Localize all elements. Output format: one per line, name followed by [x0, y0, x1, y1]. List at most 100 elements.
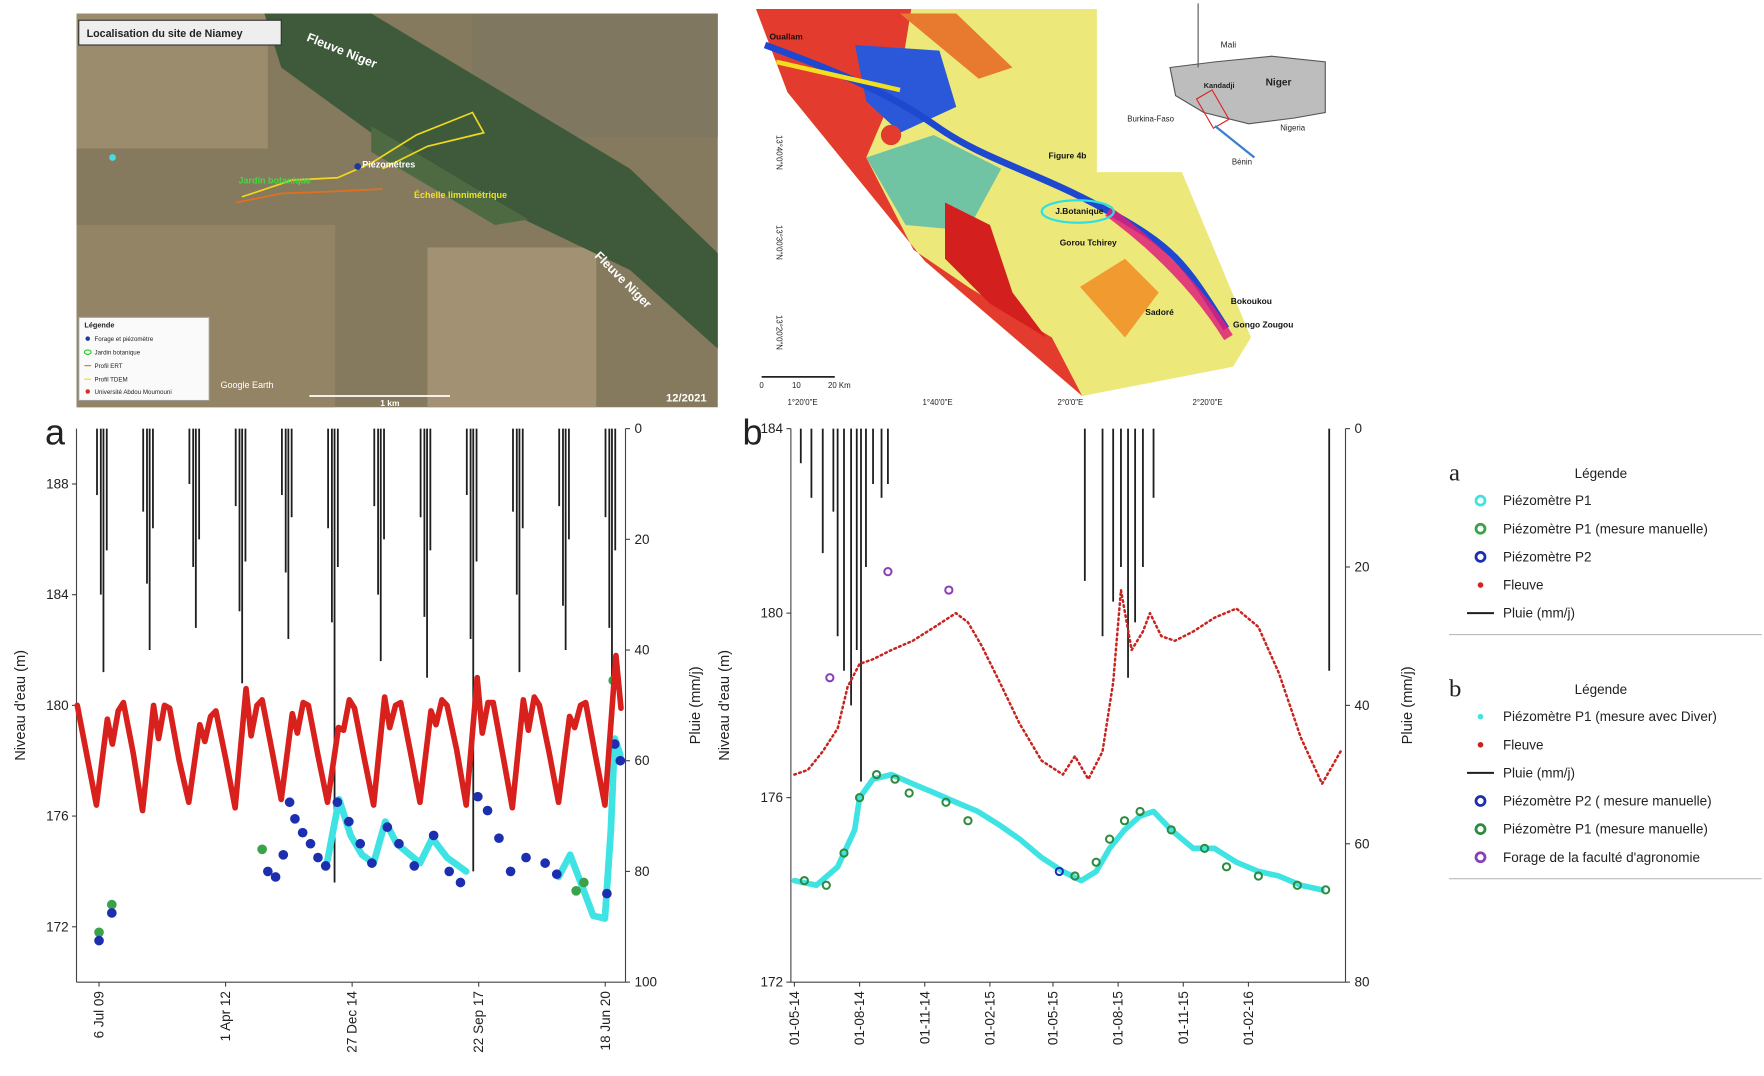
y-tick-label: 172 [760, 975, 783, 990]
legend-symbol [85, 336, 90, 341]
map-area [427, 247, 597, 408]
y2-tick-label: 80 [1355, 975, 1370, 990]
map-legend-item: Université Abdou Moumouni [95, 389, 172, 396]
data-point [1292, 880, 1302, 890]
data-point [428, 830, 439, 841]
y2-tick-label: 40 [1355, 698, 1370, 713]
legend-label: Pluie (mm/j) [1503, 606, 1575, 621]
profile-line [241, 111, 486, 198]
lon-label: 2°0'0"E [1058, 398, 1084, 407]
legend-symbol [1474, 550, 1487, 563]
map-scale: 0 [759, 381, 764, 390]
legend-label: Fleuve [1503, 578, 1544, 593]
map-scale: 20 Km [828, 381, 851, 390]
map-legend-item: Forage et piézomètre [95, 336, 154, 343]
legend-symbol [1474, 494, 1487, 507]
data-point [579, 877, 589, 888]
data-point [551, 869, 562, 880]
data-point [821, 880, 831, 890]
legend-label: Piézomètre P2 [1503, 549, 1592, 564]
y2-tick-label: 40 [635, 643, 650, 658]
data-point [890, 774, 900, 784]
site-outline [1040, 199, 1115, 224]
data-point [521, 852, 531, 863]
map-title: Localisation du site de Niamey [87, 28, 243, 40]
y2-axis-label: Pluie (mm/j) [1400, 666, 1416, 744]
data-point [854, 793, 865, 803]
data-point [1253, 871, 1263, 881]
map-legend-title: Légende [84, 320, 114, 329]
map-label: Piézomètres [362, 160, 415, 170]
data-point [1105, 834, 1115, 844]
data-point [1166, 825, 1176, 835]
y2-tick-label: 0 [635, 421, 643, 436]
series-line [324, 796, 470, 875]
data-point [904, 788, 914, 798]
data-point [941, 797, 951, 807]
series-line [791, 771, 1325, 893]
place-label: J.Botanique [1055, 206, 1104, 216]
data-point [313, 852, 323, 863]
lon-label: 1°40'0"E [923, 398, 953, 407]
series-line [74, 652, 624, 814]
data-point [1091, 857, 1101, 867]
lat-label: 13°40'0"N [774, 135, 783, 170]
well-marker [354, 163, 362, 170]
data-point [305, 838, 316, 849]
legend-symbol [1474, 795, 1487, 807]
y-tick-label: 184 [46, 587, 69, 602]
data-point [799, 876, 809, 886]
legend-panel: b [1449, 675, 1461, 702]
y-axis-label: Niveau d'eau (m) [717, 650, 733, 761]
niamey-map: Localisation du site de Niamey Fleuve Ni… [76, 13, 718, 408]
legend-label: Piézomètre P1 (mesure manuelle) [1503, 521, 1708, 536]
data-point [839, 848, 849, 858]
map-legend-item: Profil ERT [95, 363, 123, 370]
data-point [382, 822, 393, 832]
place-label: Gorou Tchirey [1060, 237, 1117, 247]
y2-axis-label: Pluie (mm/j) [688, 666, 704, 744]
data-point [944, 585, 954, 595]
y2-tick-label: 60 [1355, 836, 1370, 851]
map-date: 12/2021 [666, 393, 707, 405]
map-unit [945, 202, 1047, 338]
data-point [106, 899, 117, 910]
data-point [482, 805, 493, 816]
lat-label: 13°20'0"N [774, 315, 783, 350]
data-point [540, 858, 550, 868]
inset-river [1214, 125, 1256, 159]
legend-symbol [1474, 851, 1487, 864]
charts: 172 176 180 184 188 0 20 40 60 80 100 6 Jul 09 1 Apr… [13, 411, 1762, 1053]
data-point [1070, 871, 1080, 881]
map-legend-item: Jardin botanique [95, 349, 141, 356]
data-point [1135, 806, 1145, 817]
data-point [615, 755, 626, 766]
data-point [825, 673, 835, 683]
series-line [793, 588, 1342, 786]
data-point [1199, 843, 1210, 853]
place-label: Gongo Zougou [1233, 319, 1293, 329]
place-label: Bokoukou [1231, 296, 1272, 306]
data-point [290, 814, 300, 824]
lon-label: 1°20'0"E [788, 398, 818, 407]
inset-country [1169, 55, 1326, 125]
y-tick-label: 176 [46, 809, 69, 824]
map-unit [1080, 258, 1159, 338]
map-scale: 10 [792, 381, 801, 390]
data-point [284, 797, 295, 808]
x-tick-label: 18 Jun 20 [598, 991, 613, 1050]
legend-symbol [1474, 522, 1487, 535]
inset-label: Niger [1266, 78, 1292, 89]
well-marker [109, 154, 116, 161]
x-tick-label: 6 Jul 09 [92, 991, 107, 1038]
data-point [355, 838, 366, 849]
river-bank [371, 126, 529, 226]
data-point [1119, 816, 1130, 826]
chart: 172 176 180 184 0 20 40 60 80 01-05-14 01-08-14 01-… [717, 411, 1762, 1045]
y-tick-label: 180 [760, 606, 783, 621]
panel-label: b [743, 411, 763, 452]
lat-label: 13°30'0"N [774, 225, 783, 260]
legend-label: Piézomètre P2 ( mesure manuelle) [1503, 794, 1712, 809]
y-tick-label: 184 [760, 421, 783, 436]
